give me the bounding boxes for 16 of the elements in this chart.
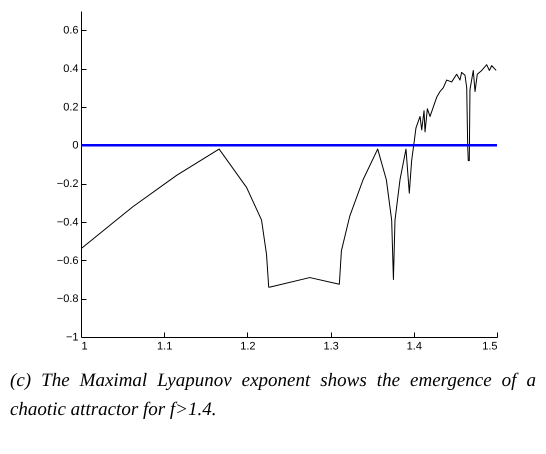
y-tick-label: −1 [66,332,78,344]
y-tick-label: −0.6 [56,254,78,267]
x-tick-label: 1.5 [482,340,498,352]
x-tick-label: 1 [82,340,88,352]
y-tick-label: −0.2 [56,178,78,190]
y-tick-label: 0.2 [63,101,78,114]
y-tick-label: −0.8 [56,293,78,306]
y-tick-label: −0.4 [56,216,78,228]
x-tick-label: 1.4 [406,340,422,352]
x-tick-label: 1.1 [157,340,172,352]
y-tick-label: 0.4 [63,63,78,76]
x-tick-label: 1.3 [323,340,339,352]
x-tick-label: 1.2 [240,340,256,352]
y-tick-label: 0 [72,140,78,152]
text: (c) The Maximal Lyapunov exponent shows the emergence of a chaotic attractor for f>1.4. [10,369,536,422]
y-tick-label: 0.6 [63,24,78,37]
